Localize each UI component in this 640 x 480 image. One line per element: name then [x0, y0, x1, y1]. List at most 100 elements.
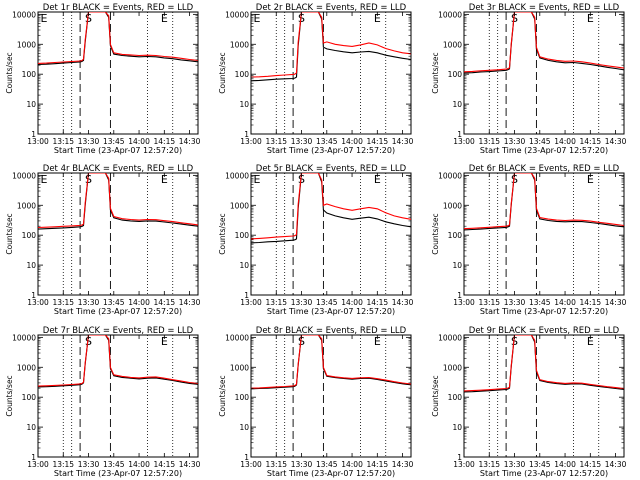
x-tick-label: 14:30	[179, 460, 201, 469]
x-axis-label: Start Time (23-Apr-07 12:57:20)	[480, 307, 608, 316]
region-marker: E	[587, 12, 594, 25]
x-tick-label: 13:00	[453, 137, 475, 146]
x-tick-label: 14:30	[605, 460, 627, 469]
series-line-events	[464, 173, 624, 231]
x-tick-label: 14:00	[128, 460, 150, 469]
x-tick-label: 13:00	[240, 460, 262, 469]
x-tick-label: 14:00	[554, 137, 576, 146]
plot-frame	[463, 172, 625, 296]
x-tick-label: 14:15	[367, 460, 389, 469]
y-axis-label: Counts/sec	[5, 52, 14, 93]
x-axis-label: Start Time (23-Apr-07 12:57:20)	[480, 469, 608, 478]
series-line-lld	[38, 173, 198, 229]
series-line-events	[464, 12, 624, 74]
x-tick-label: 13:30	[291, 460, 313, 469]
plot-frame	[250, 172, 412, 296]
x-tick-label: 13:15	[478, 460, 500, 469]
x-axis-label: Start Time (23-Apr-07 12:57:20)	[267, 146, 395, 155]
series-line-events	[464, 335, 624, 393]
y-tick-label: 100	[448, 393, 463, 402]
y-tick-label: 1	[31, 291, 36, 300]
y-tick-label: 10000	[225, 171, 249, 180]
y-axis-label: Counts/sec	[431, 375, 440, 416]
x-tick-label: 13:45	[103, 298, 125, 307]
region-marker: E	[161, 173, 168, 186]
region-marker: E	[374, 12, 381, 25]
y-tick-label: 10	[452, 423, 462, 432]
series-line-events	[38, 335, 198, 388]
x-tick-label: 13:15	[52, 460, 74, 469]
region-marker: E	[161, 335, 168, 348]
y-tick-label: 10	[239, 261, 249, 270]
x-tick-label: 14:15	[580, 460, 602, 469]
y-tick-label: 100	[22, 393, 37, 402]
x-tick-label: 14:15	[367, 137, 389, 146]
y-tick-label: 1	[457, 453, 462, 462]
x-tick-label: 13:45	[316, 460, 338, 469]
y-tick-label: 10	[452, 261, 462, 270]
y-tick-label: 10000	[438, 171, 462, 180]
x-tick-label: 13:00	[453, 298, 475, 307]
x-tick-label: 14:15	[580, 298, 602, 307]
x-tick-label: 14:15	[367, 298, 389, 307]
plot-frame	[37, 11, 199, 135]
panel-title: Det 8r BLACK = Events, RED = LLD	[256, 326, 407, 336]
region-marker: S	[511, 335, 518, 348]
plot-frame	[37, 334, 199, 458]
panel-title: Det 2r BLACK = Events, RED = LLD	[256, 3, 407, 13]
x-tick-label: 13:15	[52, 137, 74, 146]
x-tick-label: 13:00	[240, 137, 262, 146]
y-tick-label: 1	[31, 453, 36, 462]
series-line-lld	[464, 12, 624, 73]
y-axis-label: Counts/sec	[218, 375, 227, 416]
y-tick-label: 1000	[443, 201, 462, 210]
region-marker: S	[85, 335, 92, 348]
series-line-events	[251, 12, 411, 82]
x-tick-label: 13:30	[504, 298, 526, 307]
region-marker: E	[254, 12, 261, 25]
x-axis-label: Start Time (23-Apr-07 12:57:20)	[54, 146, 182, 155]
plot-frame	[250, 334, 412, 458]
region-marker: S	[298, 12, 305, 25]
x-axis-label: Start Time (23-Apr-07 12:57:20)	[267, 307, 395, 316]
region-marker: S	[85, 12, 92, 25]
y-tick-label: 100	[448, 231, 463, 240]
x-tick-label: 14:15	[154, 137, 176, 146]
x-tick-label: 14:30	[392, 137, 414, 146]
y-axis-label: Counts/sec	[431, 213, 440, 254]
y-tick-label: 10	[239, 423, 249, 432]
y-tick-label: 10	[452, 100, 462, 109]
y-tick-label: 10000	[438, 333, 462, 342]
x-tick-label: 14:30	[605, 137, 627, 146]
series-line-lld	[38, 335, 198, 387]
region-marker: E	[254, 173, 261, 186]
region-marker: S	[511, 12, 518, 25]
x-tick-label: 13:30	[504, 460, 526, 469]
y-tick-label: 10000	[12, 10, 36, 19]
x-tick-label: 13:45	[316, 298, 338, 307]
x-tick-label: 14:30	[179, 298, 201, 307]
y-tick-label: 1000	[230, 201, 249, 210]
y-tick-label: 1	[31, 130, 36, 139]
x-tick-label: 13:00	[27, 298, 49, 307]
region-marker: S	[85, 173, 92, 186]
y-tick-label: 10	[26, 261, 36, 270]
panel-title: Det 6r BLACK = Events, RED = LLD	[469, 164, 620, 174]
x-tick-label: 13:15	[478, 137, 500, 146]
series-line-events	[38, 12, 198, 66]
series-line-events	[38, 173, 198, 230]
x-tick-label: 13:30	[291, 298, 313, 307]
y-tick-label: 10	[26, 423, 36, 432]
x-axis-label: Start Time (23-Apr-07 12:57:20)	[267, 469, 395, 478]
x-tick-label: 13:30	[504, 137, 526, 146]
series-line-lld	[251, 335, 411, 389]
region-marker: E	[374, 173, 381, 186]
x-tick-label: 14:30	[392, 460, 414, 469]
x-tick-label: 14:15	[154, 460, 176, 469]
region-marker: E	[41, 12, 48, 25]
